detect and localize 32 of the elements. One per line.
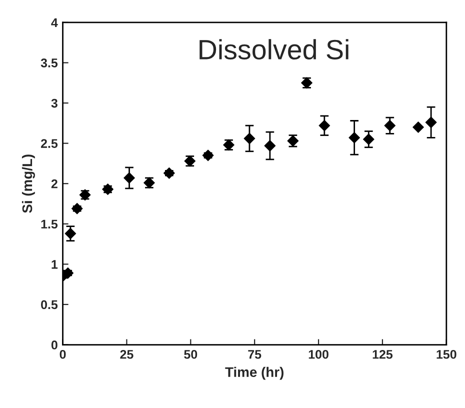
point [425, 116, 437, 128]
point [318, 120, 330, 132]
x-tick-label: 150 [436, 350, 456, 359]
y-tick-label: 3 [51, 98, 58, 108]
y-tick-label: 0.5 [41, 300, 58, 310]
x-tick-label: 125 [372, 350, 393, 359]
chart-title: Dissolved Si [200, 39, 348, 60]
x-tick-label: 0 [60, 350, 66, 359]
y-tick-label: 4 [51, 18, 58, 27]
point [264, 140, 276, 152]
y-tick-label: 1 [52, 260, 58, 269]
point [384, 120, 396, 132]
y-tick-label: 0 [51, 340, 58, 350]
point [163, 167, 175, 179]
x-axis-title: Time (hr) [225, 366, 284, 380]
point [202, 150, 214, 162]
point [244, 132, 256, 144]
x-tick-label: 50 [184, 350, 198, 359]
y-tick-label: 2.5 [40, 139, 58, 148]
point [412, 122, 424, 133]
y-tick-label: 1.5 [41, 220, 58, 229]
x-tick-label: 25 [120, 350, 134, 359]
point [124, 172, 135, 184]
point [348, 132, 360, 144]
x-tick-label: 75 [248, 350, 262, 359]
point [64, 228, 76, 240]
point [71, 202, 83, 214]
y-tick-label: 2 [51, 179, 58, 188]
x-tick-label: 100 [308, 350, 328, 359]
point [362, 134, 374, 145]
y-axis-title: Si (mg/L) [22, 154, 35, 213]
y-tick-label: 3.5 [40, 58, 58, 68]
